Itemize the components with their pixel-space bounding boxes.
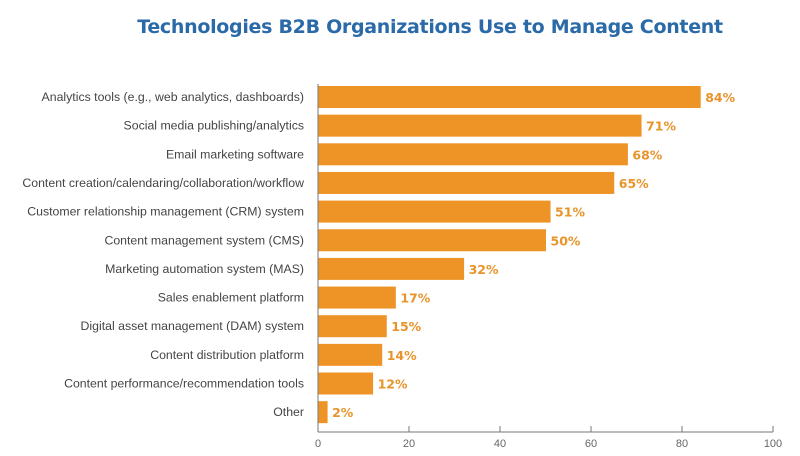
category-label: Content performance/recommendation tools: [64, 377, 304, 391]
value-label: 14%: [387, 348, 417, 363]
bar: [318, 200, 551, 223]
bar: [318, 86, 701, 108]
x-axis-ticks: 0 20 40 60 80 100: [315, 426, 782, 450]
value-label: 12%: [378, 377, 408, 392]
category-label: Digital asset management (DAM) system: [81, 319, 304, 333]
category-label: Email marketing software: [166, 147, 304, 161]
value-label: 84%: [705, 90, 735, 105]
bar: [318, 114, 642, 137]
value-label: 65%: [619, 176, 649, 191]
category-label: Analytics tools (e.g., web analytics, da…: [42, 90, 304, 104]
category-label: Marketing automation system (MAS): [105, 262, 304, 276]
value-label: 2%: [332, 405, 354, 420]
category-label: Content management system (CMS): [104, 233, 304, 247]
bar: [318, 286, 396, 309]
value-label: 32%: [469, 262, 499, 277]
category-label: Social media publishing/analytics: [124, 119, 304, 133]
x-tick-label: 100: [764, 438, 782, 450]
category-label: Content creation/calendaring/collaborati…: [22, 176, 304, 190]
bar: [318, 143, 628, 166]
chart-title: Technologies B2B Organizations Use to Ma…: [137, 16, 723, 38]
bar: [318, 401, 328, 424]
bar: [318, 257, 465, 280]
category-label: Content distribution platform: [150, 348, 304, 362]
value-label: 17%: [400, 291, 430, 306]
x-tick-label: 60: [585, 438, 597, 450]
value-label: 50%: [551, 233, 581, 248]
category-label: Sales enablement platform: [158, 291, 304, 305]
value-label: 68%: [632, 147, 662, 162]
bars-layer: Analytics tools (e.g., web analytics, da…: [22, 86, 736, 424]
bar: [318, 343, 383, 366]
value-label: 51%: [555, 205, 585, 220]
bar: [318, 229, 546, 252]
value-label: 71%: [646, 119, 676, 134]
value-label: 15%: [391, 319, 421, 334]
x-tick-label: 0: [315, 438, 321, 450]
x-tick-label: 20: [403, 438, 415, 450]
bar: [318, 315, 387, 338]
category-label: Customer relationship management (CRM) s…: [27, 205, 304, 219]
category-label: Other: [273, 405, 304, 419]
x-tick-label: 80: [676, 438, 688, 450]
bar: [318, 171, 615, 194]
bar: [318, 372, 374, 395]
x-tick-label: 40: [494, 438, 506, 450]
